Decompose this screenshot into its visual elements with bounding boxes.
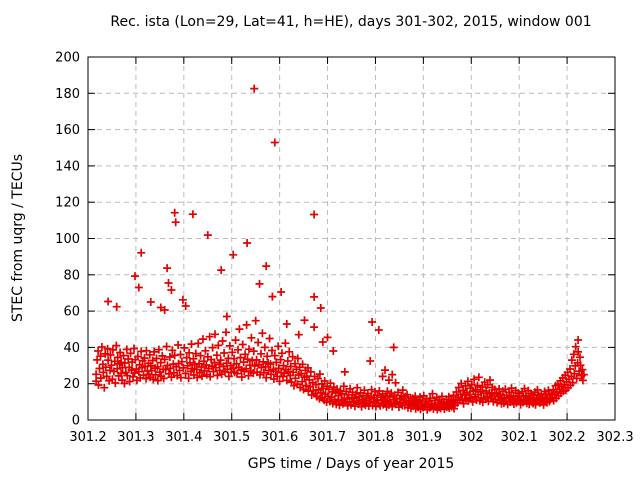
y-tick-label: 160	[55, 123, 80, 138]
y-tick-label: 120	[55, 196, 80, 211]
y-axis-label: STEC from uqrg / TECUs	[10, 154, 26, 322]
y-tick-label: 40	[63, 341, 80, 356]
axis-ticks	[87, 56, 616, 421]
x-tick-label: 301.3	[117, 430, 154, 445]
y-tick-label: 20	[63, 377, 80, 392]
x-tick-label: 301.9	[405, 430, 442, 445]
scatter-points	[92, 84, 588, 414]
x-tick-label: 301.8	[357, 430, 394, 445]
x-tick-label: 301.6	[261, 430, 298, 445]
chart-title: Rec. ista (Lon=29, Lat=41, h=HE), days 3…	[110, 14, 591, 30]
gridlines	[88, 57, 615, 420]
x-tick-label: 302.2	[548, 430, 585, 445]
y-tick-label: 80	[63, 268, 80, 283]
x-tick-label: 301.5	[213, 430, 250, 445]
x-tick-label: 302.3	[596, 430, 633, 445]
y-tick-label: 60	[63, 305, 80, 320]
y-tick-label: 100	[55, 232, 80, 247]
x-tick-label: 301.4	[165, 430, 202, 445]
x-axis-label: GPS time / Days of year 2015	[248, 456, 455, 472]
y-tick-label: 140	[55, 159, 80, 174]
data-point-markers	[92, 84, 588, 414]
y-tick-labels: 0 20 40 60 80 100 120 140 160 180 200	[55, 51, 80, 429]
y-tick-label: 0	[72, 414, 80, 429]
x-tick-label: 302	[459, 430, 484, 445]
y-tick-label: 200	[55, 51, 80, 66]
x-tick-label: 302.1	[501, 430, 538, 445]
x-tick-label: 301.2	[69, 430, 106, 445]
x-tick-labels: 301.2 301.3 301.4 301.5 301.6 301.7 301.8 301.9…	[69, 430, 633, 445]
x-tick-label: 301.7	[309, 430, 346, 445]
y-tick-label: 180	[55, 87, 80, 102]
